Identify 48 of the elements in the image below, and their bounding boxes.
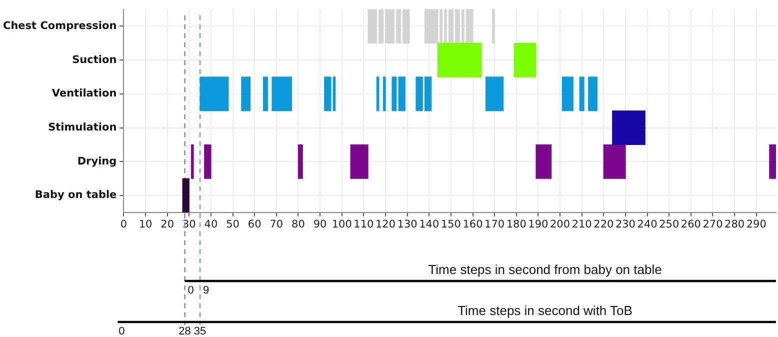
x-tick-label: 160 — [462, 218, 483, 230]
text: 0 — [118, 326, 125, 337]
x-tick-label: 230 — [615, 218, 636, 230]
x-tick-label: 280 — [724, 218, 745, 230]
x-tick-label: 170 — [484, 218, 505, 230]
x-tick-label: 210 — [572, 218, 592, 230]
y-tick-label: Ventilation — [52, 88, 117, 100]
x-tick-label: 250 — [659, 218, 680, 230]
x-tick-label: 260 — [680, 218, 701, 230]
y-tick-label: Chest Compression — [2, 20, 117, 32]
x-tick-label: 40 — [204, 218, 218, 230]
x-tick-label: 50 — [226, 218, 240, 230]
x-tick-label: 130 — [397, 218, 418, 230]
text: Time steps in second from baby on table — [428, 262, 662, 277]
x-tick-label: 20 — [160, 218, 174, 230]
x-tick-label: 90 — [313, 218, 327, 230]
annotation: 9 — [203, 284, 210, 297]
x-tick-label: 10 — [138, 218, 152, 230]
x-tick-label: 100 — [332, 218, 352, 230]
bar — [612, 110, 646, 146]
text: Time steps in second with ToB — [458, 303, 632, 318]
y-tick-label: Drying — [77, 155, 117, 168]
x-tick-label: 290 — [746, 218, 766, 230]
bar — [588, 76, 598, 112]
x-tick-label: 140 — [419, 218, 440, 230]
annotation: 0 — [188, 284, 194, 297]
bar — [182, 178, 190, 212]
x-tick-label: 70 — [270, 218, 284, 230]
x-tick-label: 120 — [375, 218, 396, 230]
x-tick-label: 190 — [528, 218, 548, 230]
x-tick-label: 220 — [594, 218, 614, 230]
x-tick-label: 200 — [550, 218, 570, 230]
text: 35 — [194, 326, 206, 337]
x-tick-label: 80 — [292, 218, 305, 230]
y-tick-label: Suction — [72, 54, 117, 66]
text: 28 — [178, 326, 191, 337]
bar — [562, 76, 574, 112]
x-tick-label: 240 — [637, 218, 658, 230]
x-tick-label: 110 — [354, 218, 374, 230]
x-tick-label: 180 — [506, 218, 526, 230]
bar — [579, 76, 584, 112]
x-tick-label: 60 — [248, 218, 262, 230]
y-tick-label: Baby on table — [34, 189, 117, 202]
x-tick-label: 30 — [182, 218, 196, 230]
x-tick-label: 270 — [702, 218, 723, 230]
y-tick-label: Stimulation — [48, 122, 117, 134]
x-tick-label: 0 — [120, 218, 128, 230]
x-tick-label: 150 — [440, 218, 461, 230]
